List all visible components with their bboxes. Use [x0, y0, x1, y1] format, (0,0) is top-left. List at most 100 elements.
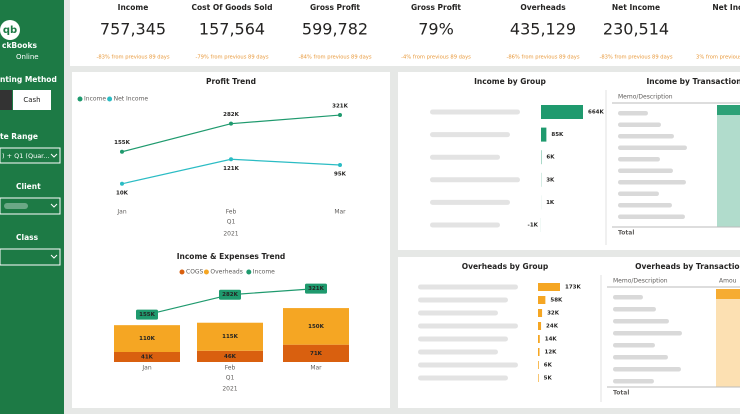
- x-tick-label: Mar: [334, 209, 346, 216]
- chart-title: Profit Trend: [206, 77, 256, 86]
- point: [120, 181, 124, 186]
- method-button[interactable]: [13, 90, 51, 110]
- blurred-text: [618, 145, 687, 150]
- table-title: Overheads by Transaction: [635, 262, 740, 271]
- data-label: 150K: [308, 324, 324, 330]
- kpi-title: Overheads: [520, 3, 566, 12]
- bar: [541, 105, 583, 119]
- data-label: 46K: [224, 354, 237, 360]
- data-label: 14K: [545, 337, 558, 343]
- x-tick-label: Mar: [310, 365, 322, 372]
- kpi-strip: [70, 0, 740, 66]
- legend-dot: [77, 96, 83, 102]
- x-tick-label: Feb: [226, 209, 237, 216]
- class-label: Class: [16, 233, 39, 242]
- blurred-text: [618, 180, 686, 185]
- data-label: 321K: [308, 286, 324, 292]
- logo-mark: qb: [3, 25, 17, 36]
- bar: [197, 350, 263, 362]
- date-dropdown[interactable]: [0, 147, 61, 164]
- panel: [398, 72, 740, 250]
- point: [229, 157, 233, 162]
- bar: [538, 361, 539, 369]
- blurred-text: [418, 310, 498, 316]
- method-button[interactable]: [0, 90, 12, 110]
- blurred-text: [613, 379, 654, 384]
- chevron: [50, 203, 58, 208]
- data-label: 71K: [310, 351, 323, 357]
- data-label: 110K: [139, 336, 155, 342]
- legend-label: Income: [253, 269, 275, 276]
- kpi-delta: -4% from previous 89 days: [401, 55, 471, 61]
- kpi-title: Net Income: [612, 3, 660, 12]
- legend-label: Overheads: [210, 269, 242, 276]
- legend-dot: [107, 96, 113, 102]
- bar: [197, 322, 263, 351]
- column-header: Memo/Description: [613, 278, 668, 285]
- blurred-text: [613, 367, 681, 372]
- point: [120, 149, 124, 154]
- data-label: 32K: [547, 311, 560, 317]
- bar: [538, 348, 540, 356]
- bar: [283, 308, 349, 345]
- blurred-text: [618, 203, 672, 208]
- data-label: 10K: [116, 190, 129, 196]
- data-label: 321K: [332, 104, 348, 110]
- data-label: 12K: [545, 350, 558, 356]
- blurred-text: [418, 375, 508, 381]
- data-label: 173K: [565, 285, 581, 291]
- bar: [114, 351, 180, 362]
- blurred-text: [618, 191, 659, 196]
- data-label: 155K: [114, 140, 130, 146]
- x-tick-label: Feb: [225, 365, 236, 372]
- class-dropdown[interactable]: [0, 248, 61, 266]
- blurred-text: [618, 122, 661, 127]
- kpi-value: 79%: [418, 20, 454, 39]
- x-tick-label: Jan: [141, 365, 151, 372]
- kpi-delta: -83% from previous 89 days: [599, 55, 672, 61]
- legend-dot: [203, 269, 209, 275]
- method-label: nting Method: [0, 75, 57, 84]
- data-bar: [717, 105, 740, 115]
- bar: [538, 322, 542, 330]
- blurred-text: [418, 297, 508, 303]
- data-label: 155K: [139, 312, 155, 318]
- legend-dot: [246, 269, 252, 275]
- point: [338, 113, 342, 118]
- bar: [538, 335, 540, 343]
- blurred-text: [418, 336, 508, 342]
- chevron: [50, 153, 58, 158]
- bar: [538, 296, 546, 304]
- data-label-box: [219, 289, 241, 300]
- data-label: 3K: [546, 177, 555, 183]
- data-label: 58K: [550, 298, 563, 304]
- column-header: Amou: [719, 278, 737, 285]
- data-label: 282K: [223, 112, 239, 118]
- blurred-text: [430, 199, 510, 205]
- kpi-delta: -84% from previous 89 days: [298, 55, 371, 61]
- kpi-delta: -83% from previous 89 days: [96, 55, 169, 61]
- chevron: [50, 254, 58, 259]
- data-label: 115K: [222, 334, 238, 340]
- data-label: -1K: [528, 223, 539, 229]
- blurred-text: [618, 111, 648, 116]
- logo: [0, 20, 20, 40]
- data-label: 6K: [544, 363, 553, 369]
- bar: [538, 309, 543, 317]
- data-bar-column: [716, 289, 740, 387]
- x-tick-label: Jan: [116, 209, 126, 216]
- blurred-text: [618, 168, 673, 173]
- data-bar-column: [717, 105, 740, 227]
- kpi-title: Net Inco: [712, 3, 740, 12]
- point: [338, 163, 342, 168]
- date-label: te Range: [0, 132, 38, 141]
- client-dropdown[interactable]: [0, 197, 61, 215]
- blurred-text: [613, 319, 669, 324]
- blurred-text: [613, 295, 643, 300]
- legend-label: Net Income: [114, 96, 149, 103]
- blurred-text: [418, 349, 498, 355]
- legend-label: COGS: [186, 269, 204, 276]
- bar: [283, 344, 349, 362]
- bar: [538, 374, 539, 382]
